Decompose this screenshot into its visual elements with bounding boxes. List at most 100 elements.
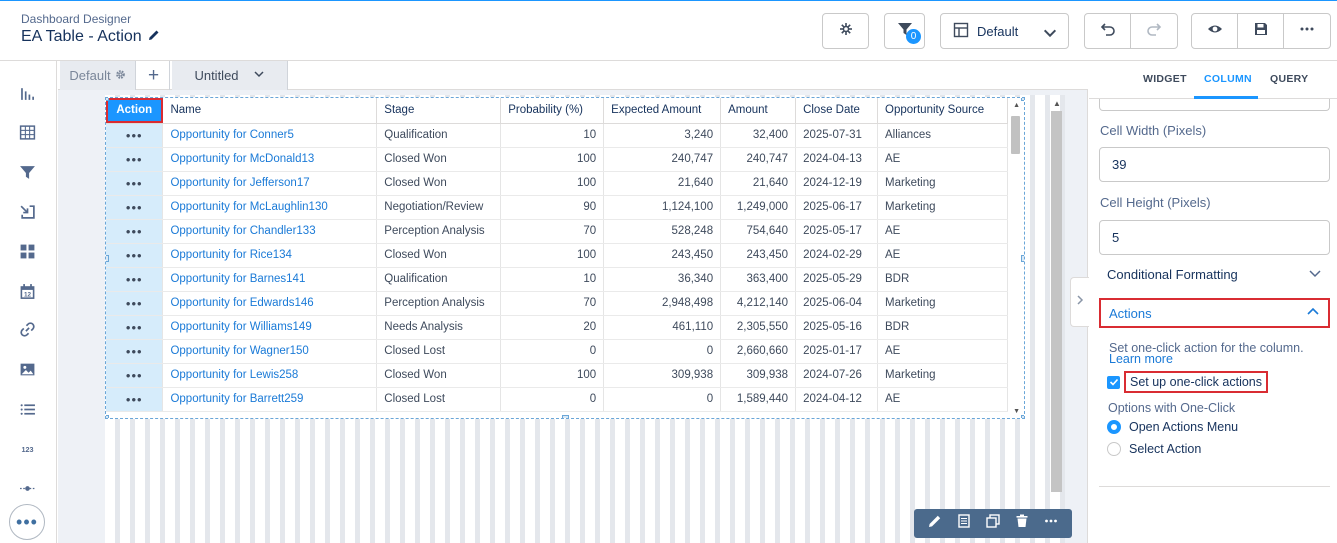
preview-button[interactable] xyxy=(1192,14,1238,48)
setup-one-click-checkbox[interactable] xyxy=(1107,375,1120,389)
opportunity-name-link[interactable]: Opportunity for Barrett259 xyxy=(162,387,378,412)
tab-widget[interactable]: WIDGET xyxy=(1143,73,1187,85)
resize-handle[interactable] xyxy=(562,415,569,418)
cell-height-input[interactable]: 5 xyxy=(1099,220,1330,255)
table-scrollbar-track[interactable] xyxy=(1011,112,1022,412)
one-click-options-label: Options with One-Click xyxy=(1108,401,1236,415)
canvas-scrollbar[interactable] xyxy=(1051,111,1062,492)
row-action-menu[interactable]: ••• xyxy=(106,171,164,196)
opportunity-name-link[interactable]: Opportunity for Rice134 xyxy=(162,243,378,268)
opportunity-name-link[interactable]: Opportunity for Edwards146 xyxy=(162,291,378,316)
column-header-stage[interactable]: Stage xyxy=(376,98,502,124)
row-action-menu[interactable]: ••• xyxy=(106,315,164,340)
previous-field-box[interactable] xyxy=(1099,99,1330,111)
tab-default[interactable]: Default xyxy=(60,61,136,90)
table-icon[interactable] xyxy=(17,122,37,142)
sparkle-button[interactable] xyxy=(822,13,869,49)
column-header-close-date[interactable]: Close Date xyxy=(795,98,879,124)
row-action-menu[interactable]: ••• xyxy=(106,387,164,412)
opportunity-name-link[interactable]: Opportunity for Lewis258 xyxy=(162,363,378,388)
opportunity-name-link[interactable]: Opportunity for Jefferson17 xyxy=(162,171,378,196)
number-icon[interactable]: 123 xyxy=(17,439,37,459)
opportunity-source-cell: Marketing xyxy=(877,171,1008,196)
clone-icon[interactable] xyxy=(986,514,1000,533)
pencil-icon[interactable] xyxy=(148,28,160,46)
column-header-expected-amount[interactable]: Expected Amount xyxy=(603,98,722,124)
opportunity-name-link[interactable]: Opportunity for Conner5 xyxy=(162,123,378,148)
save-button[interactable] xyxy=(1238,14,1284,48)
range-icon[interactable] xyxy=(17,478,37,498)
chart-icon[interactable] xyxy=(17,83,37,103)
tab-column[interactable]: COLUMN xyxy=(1204,73,1252,85)
column-header-probability[interactable]: Probability (%) xyxy=(500,98,605,124)
opportunity-name-link[interactable]: Opportunity for Chandler133 xyxy=(162,219,378,244)
resize-handle[interactable] xyxy=(1021,255,1024,262)
row-action-menu[interactable]: ••• xyxy=(106,363,164,388)
container-icon[interactable] xyxy=(17,241,37,261)
canvas-scroll-up-icon[interactable]: ▲ xyxy=(1053,99,1061,108)
option-open-actions-menu[interactable]: Open Actions Menu xyxy=(1107,420,1238,434)
radio-select-action[interactable] xyxy=(1107,442,1121,456)
global-filter-button[interactable]: 0 xyxy=(884,13,925,49)
column-header-amount[interactable]: Amount xyxy=(720,98,797,124)
opportunity-name-link[interactable]: Opportunity for Williams149 xyxy=(162,315,378,340)
more-actions-button[interactable] xyxy=(1284,14,1330,48)
row-action-menu[interactable]: ••• xyxy=(106,219,164,244)
row-action-menu[interactable]: ••• xyxy=(106,243,164,268)
scroll-down-arrow-icon[interactable]: ▼ xyxy=(1013,408,1020,415)
setup-one-click-row[interactable]: Set up one-click actions xyxy=(1107,371,1269,393)
link-icon[interactable] xyxy=(17,319,37,339)
resize-handle[interactable] xyxy=(106,98,109,101)
actions-section[interactable]: Actions xyxy=(1099,298,1330,328)
explore-icon[interactable] xyxy=(957,514,971,533)
scroll-up-arrow-icon[interactable]: ▲ xyxy=(1013,102,1020,109)
tab-untitled[interactable]: Untitled xyxy=(172,61,288,90)
filter-icon[interactable] xyxy=(17,162,37,182)
layout-select[interactable]: Default xyxy=(940,13,1069,49)
undo-button[interactable] xyxy=(1085,14,1131,48)
delete-icon[interactable] xyxy=(1015,514,1029,533)
redo-button[interactable] xyxy=(1131,14,1177,48)
resize-handle[interactable] xyxy=(1021,98,1024,101)
column-header-name[interactable]: Name xyxy=(162,98,378,124)
opportunity-name-link[interactable]: Opportunity for McLaughlin130 xyxy=(162,195,378,220)
list-icon[interactable] xyxy=(17,399,37,419)
more-icon[interactable] xyxy=(1044,514,1058,533)
row-action-menu[interactable]: ••• xyxy=(106,291,164,316)
conditional-formatting-section[interactable]: Conditional Formatting xyxy=(1099,259,1330,289)
cell-width-input[interactable]: 39 xyxy=(1099,147,1330,182)
row-action-menu[interactable]: ••• xyxy=(106,339,164,364)
tab-query[interactable]: QUERY xyxy=(1270,73,1309,85)
radio-open-actions-menu[interactable] xyxy=(1107,420,1121,434)
date-icon[interactable]: 12 xyxy=(17,281,37,301)
panel-collapse-handle[interactable] xyxy=(1070,277,1089,327)
row-action-menu[interactable]: ••• xyxy=(106,267,164,292)
more-widgets-button[interactable]: ••• xyxy=(9,504,45,540)
amount-cell: 240,747 xyxy=(720,147,797,172)
row-action-menu[interactable]: ••• xyxy=(106,123,164,148)
opportunity-source-cell: AE xyxy=(877,147,1008,172)
edit-icon[interactable] xyxy=(928,514,942,533)
opportunity-name-link[interactable]: Opportunity for McDonald13 xyxy=(162,147,378,172)
add-page-button[interactable]: + xyxy=(138,61,170,90)
opportunity-source-cell: AE xyxy=(877,243,1008,268)
row-action-menu[interactable]: ••• xyxy=(106,195,164,220)
option-select-action[interactable]: Select Action xyxy=(1107,442,1201,456)
resize-handle[interactable] xyxy=(106,255,109,262)
image-icon[interactable] xyxy=(17,359,37,379)
compare-icon[interactable] xyxy=(17,201,37,221)
probability-cell: 70 xyxy=(500,219,605,244)
column-header-opportunity-source[interactable]: Opportunity Source xyxy=(877,98,1008,124)
table-scrollbar-thumb[interactable] xyxy=(1011,116,1020,154)
widget-toolbar xyxy=(914,509,1072,538)
resize-handle[interactable] xyxy=(106,415,109,418)
opportunity-name-link[interactable]: Opportunity for Wagner150 xyxy=(162,339,378,364)
opportunity-name-link[interactable]: Opportunity for Barnes141 xyxy=(162,267,378,292)
table-widget[interactable]: Action Name Stage Probability (%) Expect… xyxy=(105,97,1025,419)
row-action-menu[interactable]: ••• xyxy=(106,147,164,172)
resize-handle[interactable] xyxy=(1021,415,1024,418)
learn-more-link[interactable]: Learn more xyxy=(1109,352,1173,366)
cell-height-label: Cell Height (Pixels) xyxy=(1100,195,1211,210)
gear-icon[interactable] xyxy=(115,68,126,83)
column-header-action[interactable]: Action xyxy=(106,98,164,124)
